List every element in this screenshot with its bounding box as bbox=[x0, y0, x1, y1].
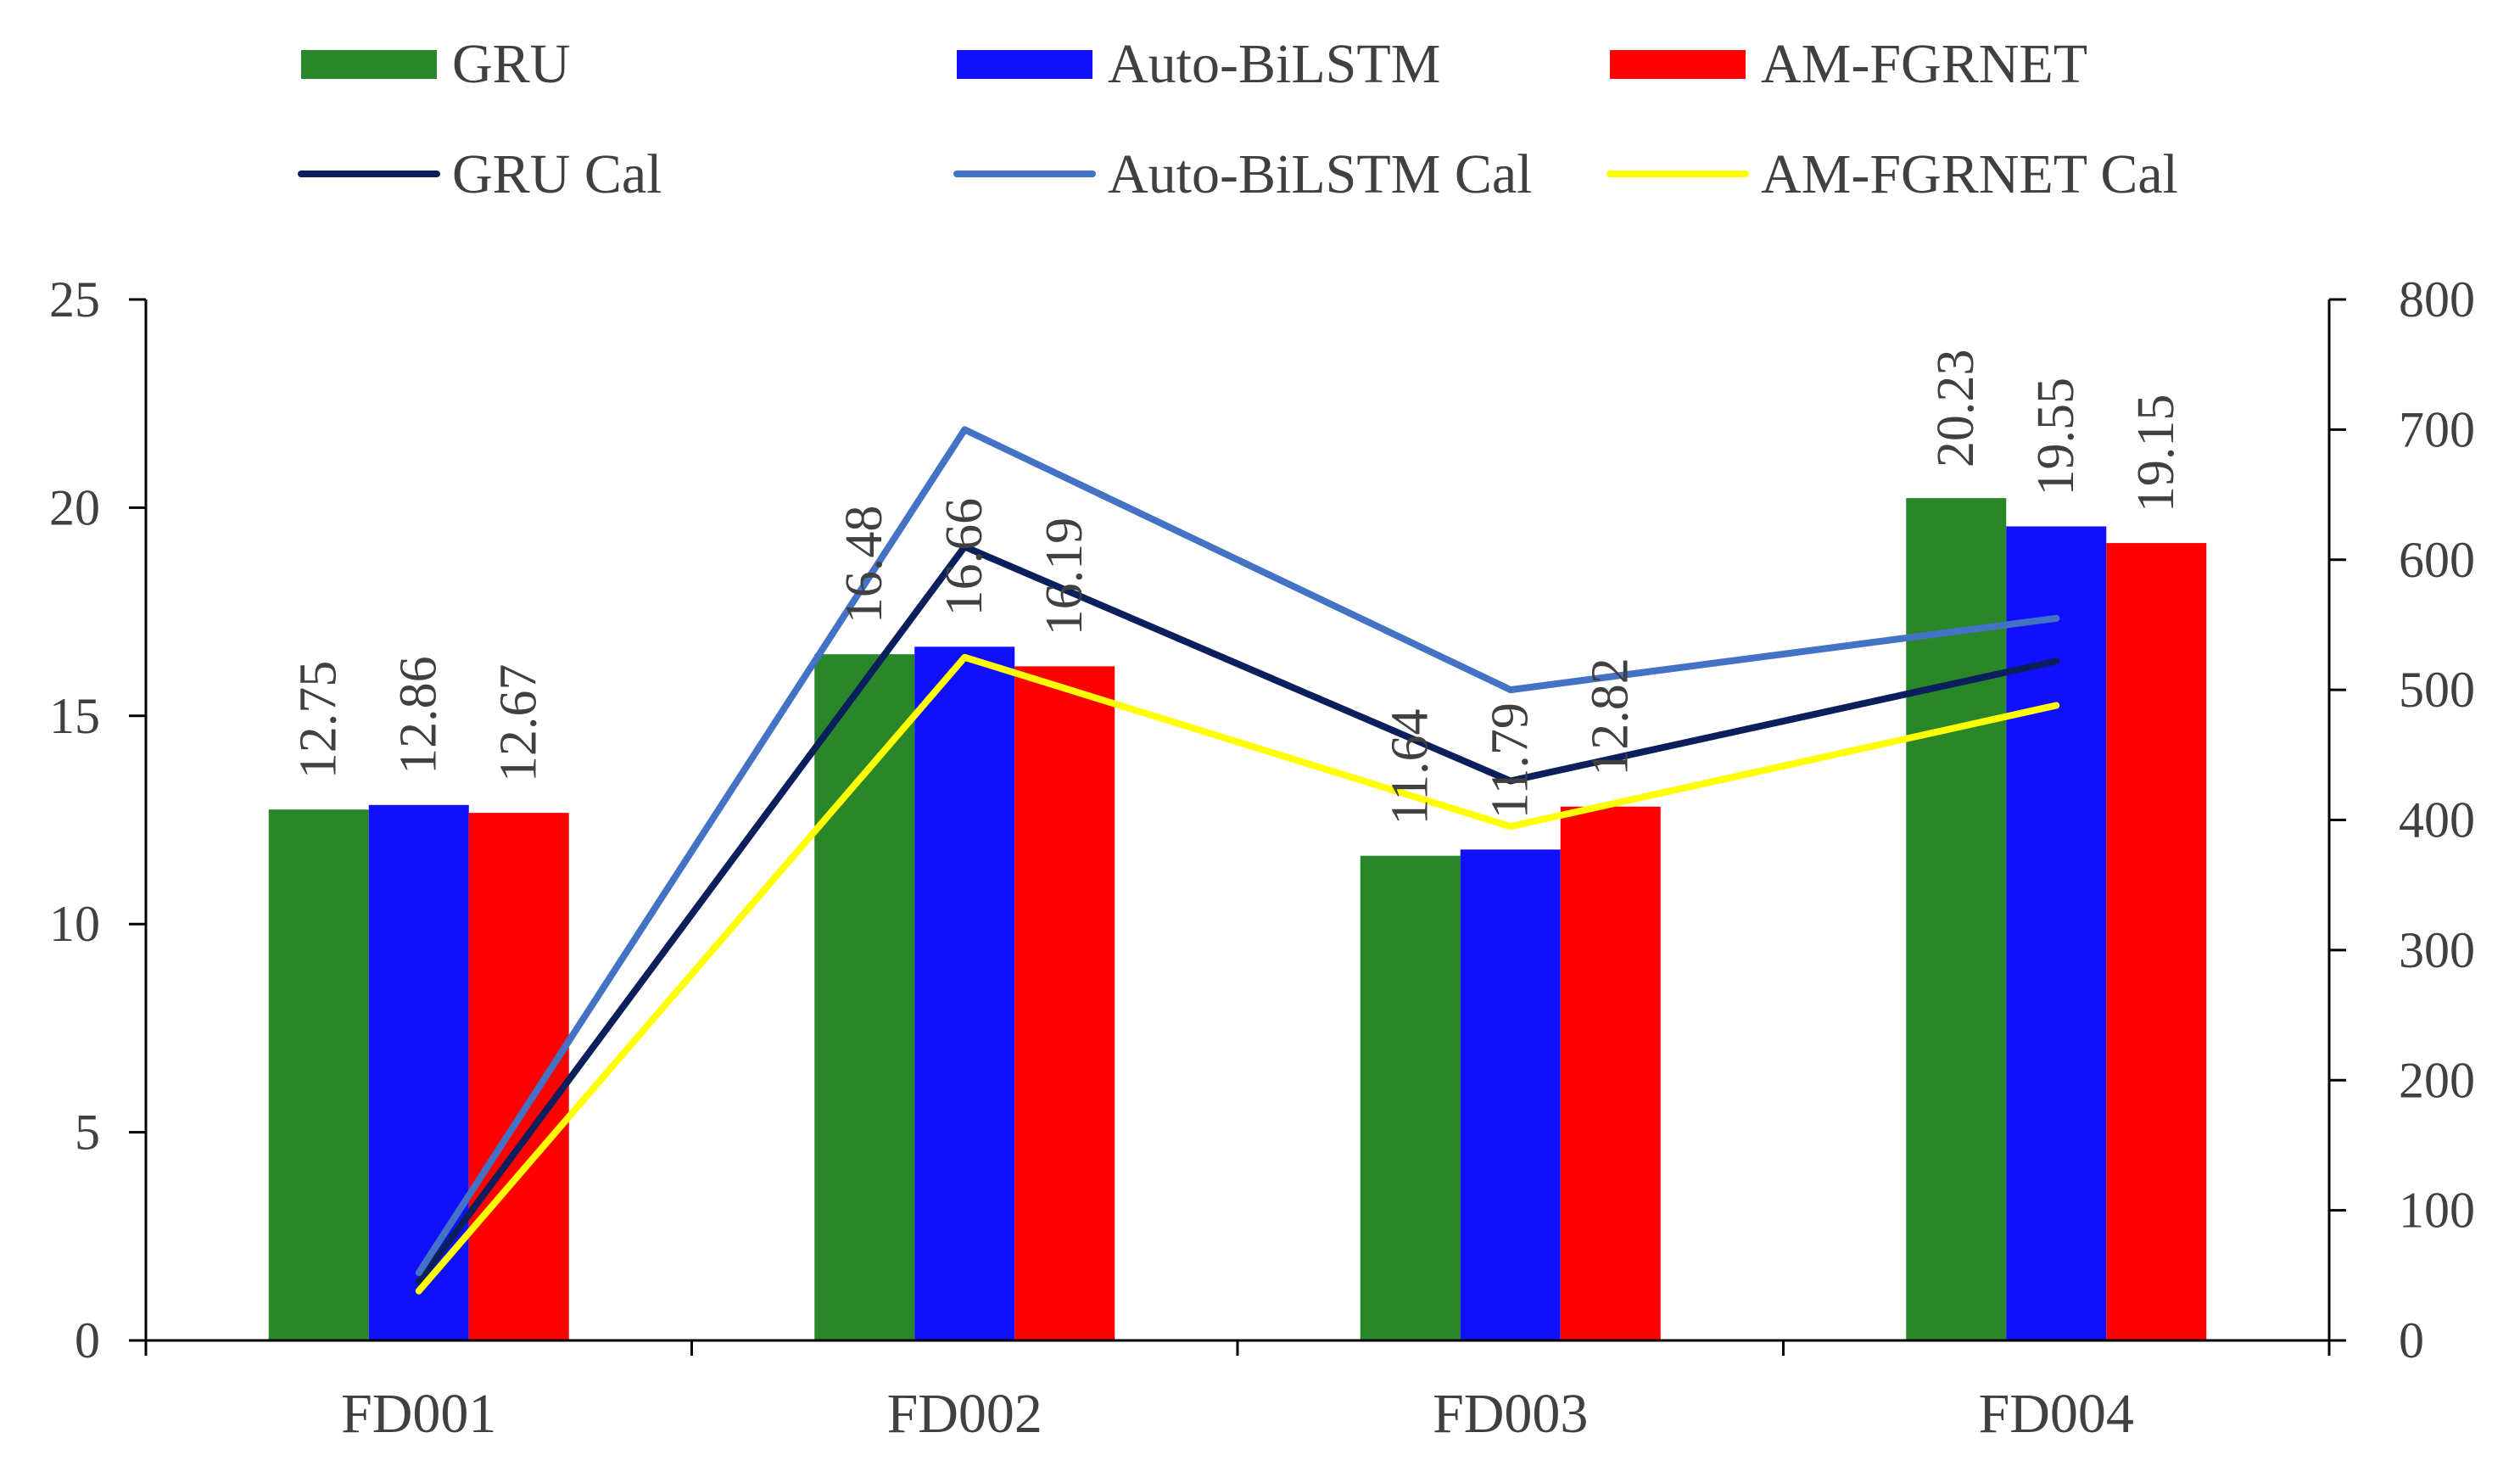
legend: GRU Auto-BiLSTM AM-FGRNET GRU Cal Auto-BiLST… bbox=[298, 33, 2178, 205]
bar-gru-fd002 bbox=[814, 654, 915, 1340]
data-label: 16.48 bbox=[835, 506, 893, 624]
bar-auto-bilstm-fd001 bbox=[368, 804, 469, 1340]
lines-layer bbox=[415, 426, 2060, 1295]
line-gru-cal bbox=[415, 543, 2060, 1285]
line-auto-bilstm-cal bbox=[415, 426, 2060, 1277]
bar-am-fgrnet-fd004 bbox=[2106, 543, 2207, 1340]
axes-layer: 0 5 10 15 20 25 0 100 200 300 400 500 600 700 800 FD001… bbox=[49, 271, 2475, 1445]
right-tick-label: 300 bbox=[2399, 922, 2475, 978]
bar-gru-fd003 bbox=[1360, 855, 1461, 1340]
data-label: 12.67 bbox=[490, 664, 548, 783]
bar-am-fgrnet-fd003 bbox=[1560, 806, 1661, 1340]
right-tick-label: 500 bbox=[2399, 662, 2475, 718]
line-am-fgrnet-cal bbox=[415, 653, 2060, 1295]
legend-label-auto-bilstm: Auto-BiLSTM bbox=[1108, 33, 1440, 95]
legend-label-gru-cal: GRU Cal bbox=[452, 143, 662, 205]
data-label: 16.66 bbox=[936, 498, 993, 617]
left-tick-label: 0 bbox=[75, 1312, 100, 1368]
data-labels-layer: 12.75 12.86 12.67 16.48 16.66 16.19 11.64 11.79… bbox=[290, 350, 2186, 825]
data-label: 12.75 bbox=[290, 661, 348, 780]
data-label: 19.15 bbox=[2127, 394, 2185, 513]
bar-am-fgrnet-fd001 bbox=[468, 813, 569, 1340]
legend-label-auto-bilstm-cal: Auto-BiLSTM Cal bbox=[1108, 143, 1533, 205]
x-tick-label: FD004 bbox=[1979, 1383, 2134, 1445]
legend-label-am-fgrnet-cal: AM-FGRNET Cal bbox=[1761, 143, 2178, 205]
right-tick-label: 700 bbox=[2399, 401, 2475, 457]
left-tick-label: 20 bbox=[49, 479, 100, 535]
right-tick-label: 400 bbox=[2399, 792, 2475, 848]
x-tick-label: FD002 bbox=[887, 1383, 1042, 1445]
right-tick-label: 100 bbox=[2399, 1183, 2475, 1239]
legend-swatch-auto-bilstm bbox=[957, 50, 1092, 79]
right-tick-label: 600 bbox=[2399, 532, 2475, 588]
right-tick-label: 800 bbox=[2399, 271, 2475, 327]
left-tick-label: 15 bbox=[49, 688, 100, 744]
bars-layer bbox=[268, 498, 2207, 1340]
right-tick-label: 200 bbox=[2399, 1052, 2475, 1108]
right-tick-label: 0 bbox=[2399, 1312, 2424, 1368]
bar-auto-bilstm-fd004 bbox=[2006, 526, 2107, 1340]
x-tick-label: FD001 bbox=[341, 1383, 496, 1445]
legend-swatch-am-fgrnet bbox=[1610, 50, 1746, 79]
legend-label-gru: GRU bbox=[452, 33, 570, 95]
bar-gru-fd001 bbox=[268, 809, 369, 1340]
data-label: 20.23 bbox=[1927, 350, 1985, 468]
data-label: 12.82 bbox=[1582, 657, 1640, 776]
left-tick-label: 5 bbox=[75, 1105, 100, 1161]
data-label: 11.64 bbox=[1382, 709, 1439, 825]
legend-label-am-fgrnet: AM-FGRNET bbox=[1761, 33, 2087, 95]
bar-auto-bilstm-fd003 bbox=[1460, 849, 1561, 1340]
left-tick-label: 10 bbox=[49, 896, 100, 952]
x-tick-label: FD003 bbox=[1433, 1383, 1588, 1445]
data-label: 11.79 bbox=[1482, 702, 1539, 819]
bar-auto-bilstm-fd002 bbox=[914, 646, 1015, 1340]
data-label: 16.19 bbox=[1036, 518, 1093, 636]
legend-swatch-gru bbox=[301, 50, 437, 79]
bar-am-fgrnet-fd002 bbox=[1014, 666, 1115, 1340]
data-label: 19.55 bbox=[2027, 378, 2085, 496]
data-label: 12.86 bbox=[390, 656, 448, 775]
left-tick-label: 25 bbox=[49, 271, 100, 327]
